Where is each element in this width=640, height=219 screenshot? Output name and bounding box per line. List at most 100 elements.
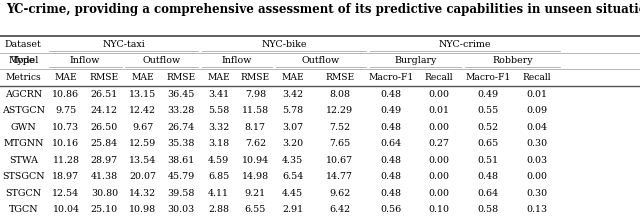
Text: STGCN: STGCN — [5, 189, 42, 198]
Text: MAE: MAE — [207, 73, 230, 82]
Text: 26.50: 26.50 — [91, 123, 118, 132]
Text: 3.20: 3.20 — [282, 139, 303, 148]
Text: 9.62: 9.62 — [329, 189, 351, 198]
Text: 0.48: 0.48 — [381, 172, 402, 181]
Text: AGCRN: AGCRN — [4, 90, 42, 99]
Text: 3.42: 3.42 — [282, 90, 303, 99]
Text: Dataset: Dataset — [5, 40, 42, 49]
Text: 4.35: 4.35 — [282, 156, 303, 165]
Text: 18.97: 18.97 — [52, 172, 79, 181]
Text: 12.42: 12.42 — [129, 106, 156, 115]
Text: 9.67: 9.67 — [132, 123, 154, 132]
Text: 26.51: 26.51 — [91, 90, 118, 99]
Text: 33.28: 33.28 — [168, 106, 195, 115]
Text: 0.48: 0.48 — [381, 90, 402, 99]
Text: TGCN: TGCN — [8, 205, 38, 214]
Text: Recall: Recall — [425, 73, 453, 82]
Text: 6.85: 6.85 — [208, 172, 229, 181]
Text: 36.45: 36.45 — [168, 90, 195, 99]
Text: Burglary: Burglary — [394, 57, 437, 65]
Text: 0.56: 0.56 — [381, 205, 402, 214]
Text: Type: Type — [12, 57, 35, 65]
Text: 10.86: 10.86 — [52, 90, 79, 99]
Text: 6.54: 6.54 — [282, 172, 303, 181]
Text: GWN: GWN — [10, 123, 36, 132]
Text: 0.64: 0.64 — [381, 139, 402, 148]
Text: 30.80: 30.80 — [91, 189, 118, 198]
Text: 10.94: 10.94 — [242, 156, 269, 165]
Text: 0.00: 0.00 — [429, 172, 449, 181]
Text: 41.38: 41.38 — [91, 172, 118, 181]
Text: NYC-bike: NYC-bike — [261, 40, 307, 49]
Text: 30.03: 30.03 — [168, 205, 195, 214]
Text: 14.77: 14.77 — [326, 172, 353, 181]
Text: 2.88: 2.88 — [208, 205, 229, 214]
Text: ASTGCN: ASTGCN — [2, 106, 45, 115]
Text: 8.17: 8.17 — [245, 123, 266, 132]
Text: 12.59: 12.59 — [129, 139, 156, 148]
Text: 13.54: 13.54 — [129, 156, 156, 165]
Text: 0.65: 0.65 — [477, 139, 499, 148]
Text: 5.58: 5.58 — [208, 106, 229, 115]
Text: 0.13: 0.13 — [526, 205, 548, 214]
Text: 0.01: 0.01 — [429, 106, 449, 115]
Text: 14.32: 14.32 — [129, 189, 156, 198]
Text: 0.09: 0.09 — [526, 106, 548, 115]
Text: 0.48: 0.48 — [381, 189, 402, 198]
Text: 14.98: 14.98 — [242, 172, 269, 181]
Text: 25.10: 25.10 — [91, 205, 118, 214]
Text: 0.10: 0.10 — [429, 205, 449, 214]
Text: 8.08: 8.08 — [330, 90, 350, 99]
Text: 26.74: 26.74 — [168, 123, 195, 132]
Text: 5.78: 5.78 — [282, 106, 303, 115]
Text: 35.38: 35.38 — [168, 139, 195, 148]
Text: Recall: Recall — [523, 73, 551, 82]
Text: 0.30: 0.30 — [526, 139, 548, 148]
Text: 10.67: 10.67 — [326, 156, 353, 165]
Text: Metrics: Metrics — [6, 73, 41, 82]
Text: 3.32: 3.32 — [208, 123, 229, 132]
Text: MAE: MAE — [54, 73, 77, 82]
Text: RMSE: RMSE — [90, 73, 119, 82]
Text: 3.07: 3.07 — [282, 123, 303, 132]
Text: 39.58: 39.58 — [168, 189, 195, 198]
Text: 0.49: 0.49 — [477, 90, 499, 99]
Text: STSGCN: STSGCN — [2, 172, 45, 181]
Text: Model: Model — [8, 57, 38, 65]
Text: Inflow: Inflow — [70, 57, 100, 65]
Text: Outflow: Outflow — [302, 57, 340, 65]
Text: 0.64: 0.64 — [477, 189, 499, 198]
Text: 0.04: 0.04 — [527, 123, 547, 132]
Text: 0.00: 0.00 — [429, 189, 449, 198]
Text: 13.15: 13.15 — [129, 90, 156, 99]
Text: 0.03: 0.03 — [526, 156, 548, 165]
Text: 0.52: 0.52 — [477, 123, 499, 132]
Text: 0.30: 0.30 — [526, 189, 548, 198]
Text: 0.00: 0.00 — [527, 172, 547, 181]
Text: 38.61: 38.61 — [168, 156, 195, 165]
Text: MAE: MAE — [282, 73, 304, 82]
Text: 9.75: 9.75 — [55, 106, 77, 115]
Text: 25.84: 25.84 — [91, 139, 118, 148]
Text: 10.73: 10.73 — [52, 123, 79, 132]
Text: 0.27: 0.27 — [429, 139, 449, 148]
Text: 3.18: 3.18 — [208, 139, 229, 148]
Text: 0.51: 0.51 — [477, 156, 499, 165]
Text: 11.28: 11.28 — [52, 156, 79, 165]
Text: 0.00: 0.00 — [429, 90, 449, 99]
Text: 0.00: 0.00 — [429, 156, 449, 165]
Text: STWA: STWA — [9, 156, 38, 165]
Text: 7.62: 7.62 — [244, 139, 266, 148]
Text: 10.16: 10.16 — [52, 139, 79, 148]
Text: Robbery: Robbery — [492, 57, 533, 65]
Text: NYC-taxi: NYC-taxi — [102, 40, 145, 49]
Text: 11.58: 11.58 — [242, 106, 269, 115]
Text: Macro-F1: Macro-F1 — [465, 73, 510, 82]
Text: 45.79: 45.79 — [168, 172, 195, 181]
Text: Macro-F1: Macro-F1 — [369, 73, 414, 82]
Text: Outflow: Outflow — [143, 57, 181, 65]
Text: 7.98: 7.98 — [244, 90, 266, 99]
Text: RMSE: RMSE — [166, 73, 196, 82]
Text: 12.54: 12.54 — [52, 189, 79, 198]
Text: 24.12: 24.12 — [91, 106, 118, 115]
